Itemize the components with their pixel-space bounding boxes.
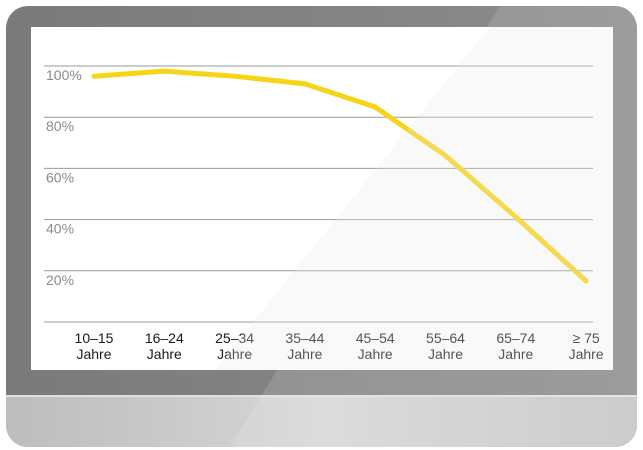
x-tick-label: 35–44	[285, 330, 324, 346]
x-tick-unit: Jahre	[287, 346, 322, 362]
x-tick-unit: Jahre	[358, 346, 393, 362]
series-line-path	[91, 68, 589, 284]
x-tick-unit: Jahre	[76, 346, 111, 362]
x-tick-label: 65–74	[496, 330, 535, 346]
x-tick-unit: Jahre	[569, 346, 604, 362]
x-tick-unit: Jahre	[428, 346, 463, 362]
x-tick-label: 25–34	[215, 330, 254, 346]
series-line	[91, 68, 589, 284]
monitor-chin	[6, 395, 637, 447]
y-tick-label: 40%	[46, 221, 74, 237]
y-tick-label: 80%	[46, 118, 74, 134]
x-tick-unit: Jahre	[147, 346, 182, 362]
y-tick-label: 60%	[46, 169, 74, 185]
x-tick-label: 10–15	[75, 330, 114, 346]
y-axis-labels: 20% 40% 60% 80% 100%	[46, 67, 82, 288]
x-tick-label: 55–64	[426, 330, 465, 346]
x-tick-unit: Jahre	[498, 346, 533, 362]
x-tick-unit: Jahre	[217, 346, 252, 362]
screen-glare	[215, 27, 613, 370]
monitor-chin-divider	[6, 395, 637, 397]
x-axis-labels: 10–15Jahre16–24Jahre25–34Jahre35–44Jahre…	[75, 330, 604, 362]
grid-lines	[44, 65, 593, 323]
y-tick-label: 100%	[46, 67, 82, 83]
screen-panel	[31, 27, 613, 370]
x-tick-label: 16–24	[145, 330, 184, 346]
x-tick-label: ≥ 75	[573, 330, 600, 346]
x-tick-label: 45–54	[356, 330, 395, 346]
y-tick-label: 20%	[46, 272, 74, 288]
